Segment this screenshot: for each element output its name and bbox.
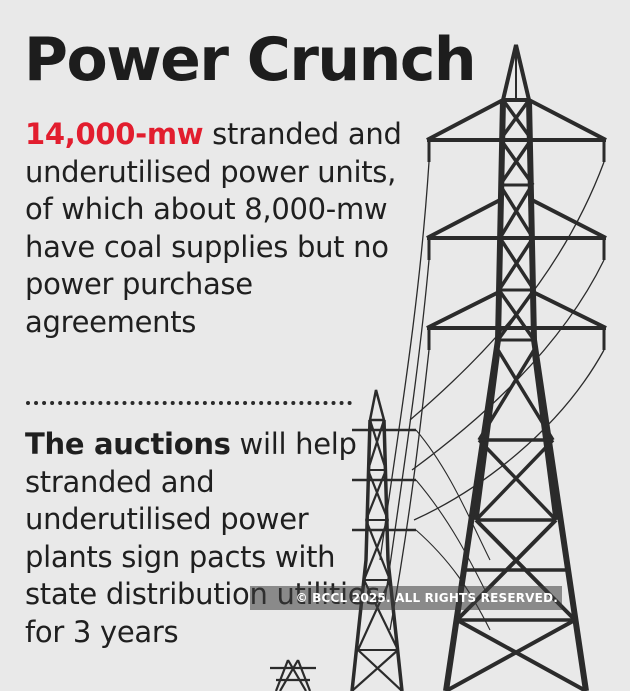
capacity-description: stranded and underutilised power units, …	[25, 117, 402, 339]
stranded-capacity-paragraph: 14,000-mw stranded and underutilised pow…	[25, 116, 425, 341]
auctions-paragraph: The auctions will help stranded and unde…	[25, 426, 385, 651]
capacity-highlight: 14,000-mw	[25, 117, 204, 151]
auctions-description: will help stranded and underutilised pow…	[25, 427, 381, 649]
page-title: Power Crunch	[24, 25, 477, 95]
copyright-watermark: © BCCL 2025. ALL RIGHTS RESERVED.	[250, 586, 562, 610]
auctions-lead: The auctions	[25, 427, 231, 461]
dotted-divider	[26, 401, 352, 405]
